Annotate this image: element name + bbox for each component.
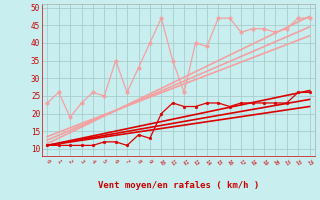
X-axis label: Vent moyen/en rafales ( km/h ): Vent moyen/en rafales ( km/h ) (98, 181, 259, 190)
